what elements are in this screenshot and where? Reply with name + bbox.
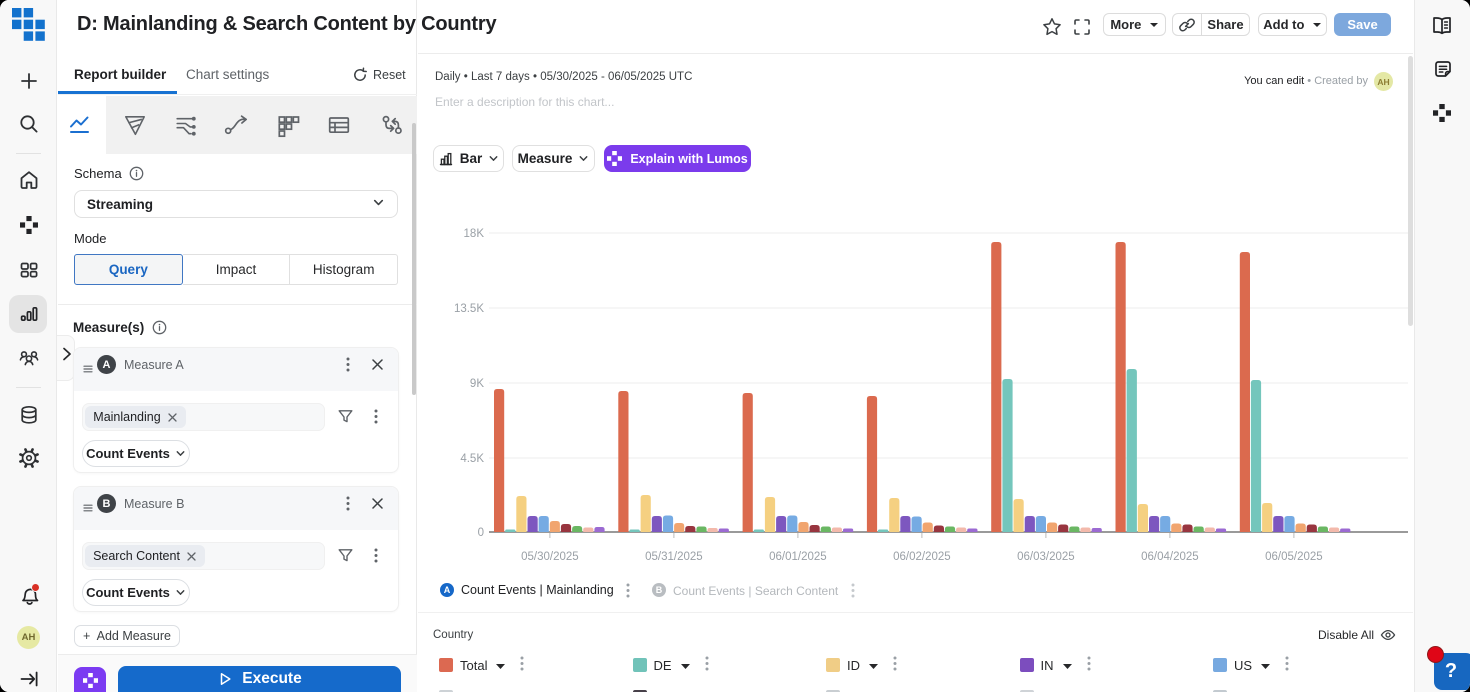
svg-text:13.5K: 13.5K <box>454 303 484 315</box>
svg-text:9K: 9K <box>470 378 484 390</box>
svg-text:06/04/2025: 06/04/2025 <box>1141 551 1199 563</box>
svg-text:06/02/2025: 06/02/2025 <box>893 551 951 563</box>
svg-text:06/05/2025: 06/05/2025 <box>1265 551 1323 563</box>
svg-text:05/31/2025: 05/31/2025 <box>645 551 703 563</box>
svg-text:4.5K: 4.5K <box>460 453 484 465</box>
svg-text:18K: 18K <box>464 228 485 240</box>
svg-text:0: 0 <box>478 527 484 539</box>
svg-text:05/30/2025: 05/30/2025 <box>521 551 579 563</box>
svg-text:06/01/2025: 06/01/2025 <box>769 551 827 563</box>
svg-text:06/03/2025: 06/03/2025 <box>1017 551 1075 563</box>
